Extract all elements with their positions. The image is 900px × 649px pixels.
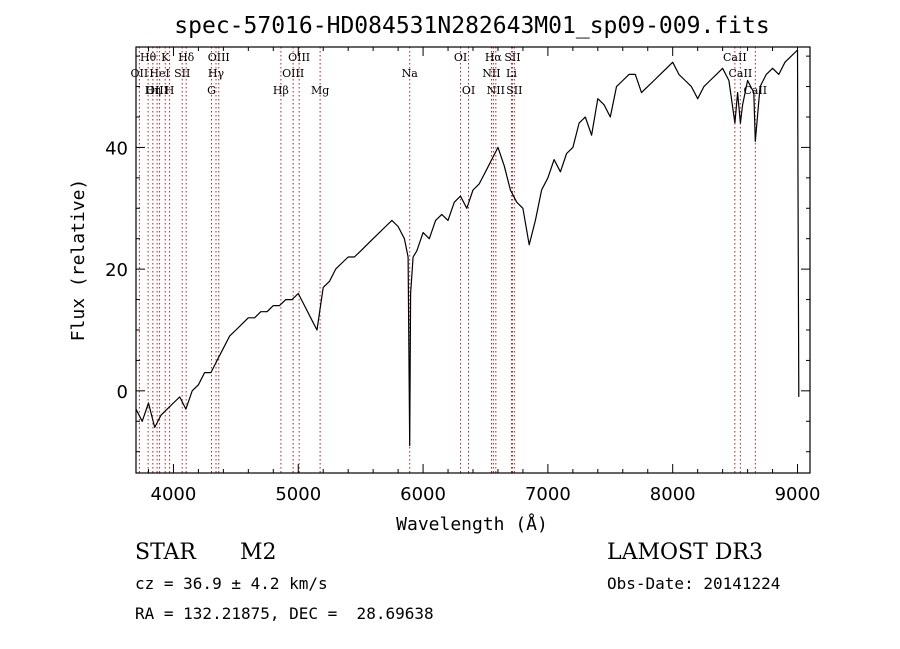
line-label-15: Mg [311, 84, 329, 97]
x-tick-label-3: 7000 [525, 484, 571, 505]
line-label-8: Hδ [178, 51, 195, 64]
line-label-3: K [161, 51, 170, 64]
line-label-24: SII [506, 84, 522, 97]
x-tick-label-2: 6000 [400, 484, 446, 505]
observation-date: Obs-Date: 20141224 [607, 574, 781, 593]
x-tick-label-5: 9000 [775, 484, 821, 505]
line-label-9: OIII [208, 51, 230, 64]
line-markers [138, 47, 756, 473]
line-labels: Hθ OII OIII K HeI Hη SII H Hδ OIII Hγ G OIII OIII Hβ Mg… [131, 51, 768, 97]
line-label-26: CaII [729, 67, 753, 80]
line-label-18: OI [462, 84, 475, 97]
line-label-17: OI [454, 51, 467, 64]
sky-coordinates: RA = 132.21875, DEC = 28.69638 [135, 604, 434, 623]
line-label-6: SII [174, 67, 190, 80]
line-label-19: Hα [485, 51, 503, 64]
line-label-16: Na [402, 67, 419, 80]
line-label-0: Hθ [140, 51, 157, 64]
line-label-27: CaII [743, 84, 767, 97]
x-tick-label-1: 5000 [275, 484, 321, 505]
line-label-1: OII [131, 67, 149, 80]
chart-title: spec-57016-HD084531N282643M01_sp09-009.f… [174, 13, 769, 39]
x-axis-label: Wavelength (Å) [396, 513, 548, 535]
line-label-13: OIII [282, 67, 304, 80]
line-label-4: HeI [149, 67, 169, 80]
line-label-22: Li [506, 67, 517, 80]
y-tick-label-1: 20 [105, 260, 128, 281]
y-axis-label: Flux (relative) [68, 179, 89, 342]
axis-ticks: 4000 5000 6000 7000 8000 9000 0 20 40 [105, 47, 820, 505]
line-label-21: NII [482, 67, 500, 80]
plot-frame [135, 46, 811, 474]
x-tick-label-0: 4000 [151, 484, 197, 505]
object-class: STAR [135, 540, 196, 565]
line-label-25: CaII [723, 51, 747, 64]
spectrum-series [135, 49, 800, 447]
line-label-20: SII [504, 51, 520, 64]
line-label-12: OIII [288, 51, 310, 64]
spectrum-line [135, 49, 800, 447]
survey-label: LAMOST DR3 [607, 540, 763, 565]
line-label-5: Hη [145, 84, 161, 97]
plot-axes [135, 46, 811, 474]
line-label-7: H [165, 84, 175, 97]
object-subclass: M2 [240, 540, 277, 565]
y-tick-label-2: 40 [105, 138, 128, 159]
line-label-14: Hβ [273, 84, 289, 97]
x-tick-label-4: 8000 [650, 484, 696, 505]
line-label-23: NII [487, 84, 505, 97]
line-label-11: G [207, 84, 216, 97]
y-tick-label-0: 0 [117, 382, 128, 403]
line-label-10: Hγ [208, 67, 225, 80]
redshift-velocity: cz = 36.9 ± 4.2 km/s [135, 574, 328, 593]
line-label-2: OIII [146, 84, 168, 97]
